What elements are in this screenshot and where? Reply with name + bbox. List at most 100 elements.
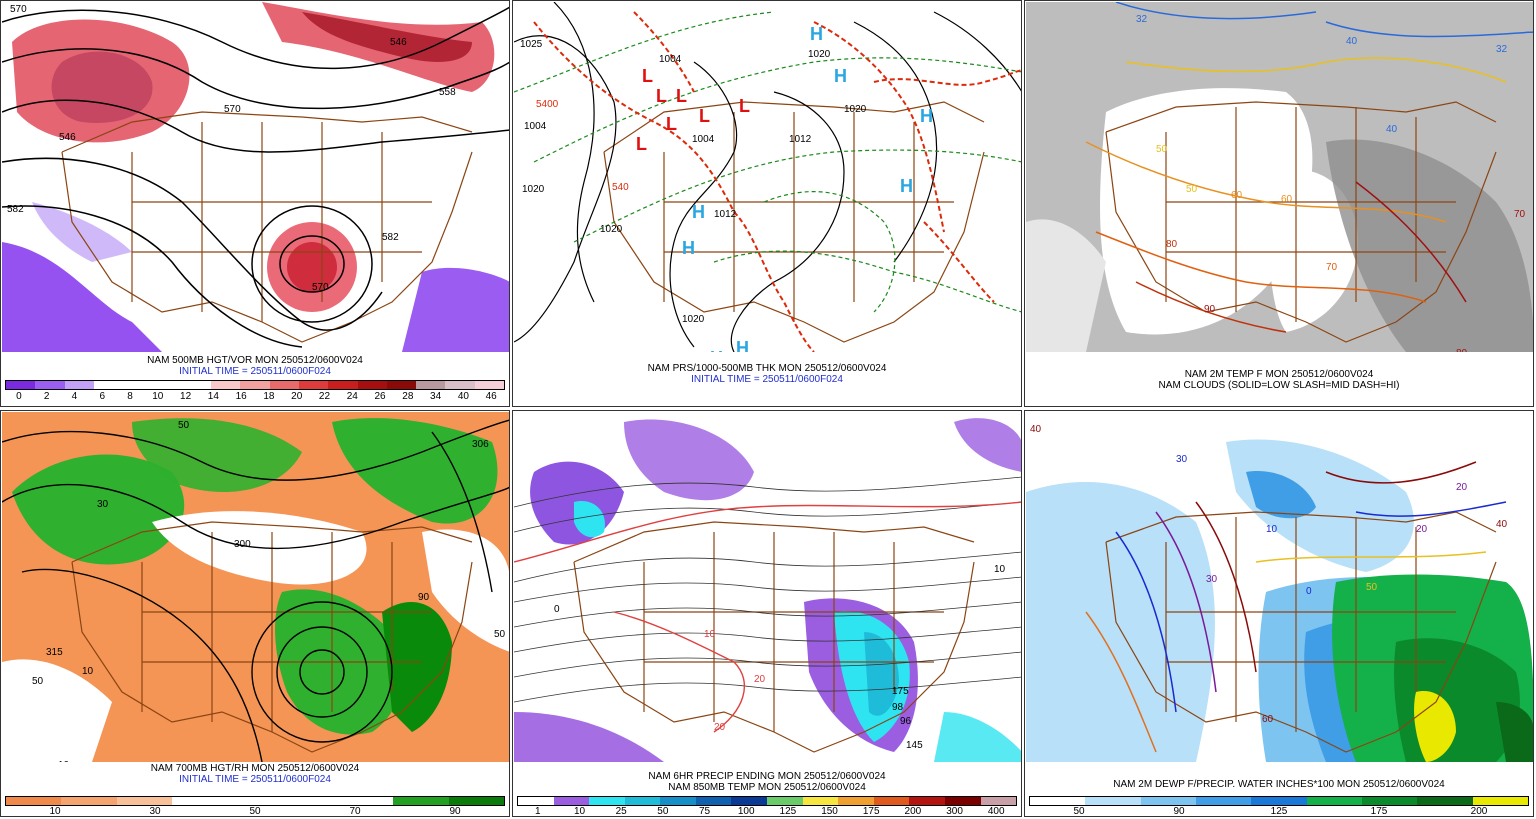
contour-label: 570	[312, 282, 329, 293]
colorbar-swatch	[1085, 797, 1141, 805]
contour-label: 570	[224, 104, 241, 115]
map-dewpoint-pwat: 40 40 30 20 10 0 50 30 60 20	[1026, 412, 1533, 762]
map-precip-850mb: 20 10 0 10 20 109 175 98 145 96	[514, 412, 1021, 762]
panel-6hr-precip-850mb-temp[interactable]: 20 10 0 10 20 109 175 98 145 96 NAM 6HR …	[512, 410, 1022, 817]
contour-label: 20	[714, 722, 726, 733]
colorbar-swatch	[211, 381, 241, 389]
colorbar-swatch	[1306, 797, 1362, 805]
colorbar-swatch	[448, 797, 504, 805]
contour-label: 546	[59, 132, 76, 143]
colorbar-swatch	[1472, 797, 1528, 805]
colorbar-swatch	[445, 381, 475, 389]
colorbar-swatch	[909, 797, 945, 805]
initial-time: INITIAL TIME = 250511/0600F024	[179, 366, 331, 377]
colorbar-swatch	[6, 381, 36, 389]
colorbar-swatch	[1417, 797, 1473, 805]
colorbar-tick-label: 300	[946, 806, 963, 817]
colorbar-swatch	[838, 797, 874, 805]
contour-label: 50	[494, 629, 506, 640]
contour-label: 32	[1496, 44, 1508, 55]
colorbar-tick-label: 40	[457, 391, 469, 402]
colorbar-swatch	[589, 797, 625, 805]
contour-label: 1025	[520, 39, 543, 50]
mslp-map-graphic: L L L L L L L H H H H H H H H	[514, 2, 1021, 352]
contour-label: 20	[1456, 482, 1468, 493]
colorbar-tick-label: 90	[1173, 806, 1185, 817]
colorbar-swatch	[731, 797, 768, 805]
contour-label: 80	[1456, 348, 1468, 352]
colorbar-tick-label: 400	[987, 806, 1005, 817]
low-pressure-marker: L	[666, 114, 677, 134]
high-pressure-marker: H	[682, 238, 695, 258]
contour-label: 1004	[659, 54, 682, 65]
colorbar-tick-label: 8	[127, 391, 133, 402]
colorbar-swatch	[386, 381, 417, 389]
colorbar	[5, 796, 505, 806]
colorbar-tick-label: 50	[657, 806, 669, 817]
contour-label: 60	[1262, 714, 1274, 725]
colorbar-swatch	[93, 381, 124, 389]
colorbar-tick-label: 16	[235, 391, 247, 402]
contour-label: 1020	[522, 184, 545, 195]
panel-2m-temp-clouds[interactable]: 32 40 50 60 70 80 90 40 32 70 80 50 60 N…	[1024, 0, 1534, 407]
colorbar-swatch	[171, 797, 228, 805]
panel-title: NAM 6HR PRECIP ENDING MON 250512/0600V02…	[648, 771, 886, 782]
panel-subtitle: NAM CLOUDS (SOLID=LOW SLASH=MID DASH=HI)	[1158, 380, 1400, 391]
colorbar-tick-label: 20	[291, 391, 303, 402]
contour-label: 20	[754, 674, 766, 685]
precip-label: 175	[892, 686, 909, 697]
colorbar-swatch	[116, 797, 172, 805]
contour-label: 90	[1204, 304, 1216, 315]
panel-title: NAM 700MB HGT/RH MON 250512/0600V024	[150, 763, 360, 774]
colorbar-tick-label: 26	[374, 391, 386, 402]
panel-700mb-height-rh[interactable]: 306 315 300 50 10 30 50 10 50 90 NAM 700…	[0, 410, 510, 817]
colorbar-swatch	[980, 797, 1017, 805]
colorbar-swatch	[1140, 797, 1196, 805]
panel-title: NAM PRS/1000-500MB THK MON 250512/0600V0…	[647, 363, 887, 374]
contour-label: 50	[1186, 184, 1198, 195]
contour-label: 306	[472, 439, 489, 450]
colorbar-swatch	[181, 381, 212, 389]
contour-label: 30	[1176, 454, 1188, 465]
map-500mb-vorticity: 570 546 558 546 582 582 570 570	[2, 2, 509, 352]
contour-label: 40	[1496, 519, 1508, 530]
contour-label: 90	[418, 592, 430, 603]
map-mslp-thickness: L L L L L L L H H H H H H H H	[514, 2, 1021, 352]
contour-label: 1020	[600, 224, 623, 235]
colorbar-swatch	[1030, 797, 1086, 805]
colorbar-tick-label: 12	[180, 391, 192, 402]
contour-label: 540	[612, 182, 629, 193]
panel-mslp-thickness[interactable]: L L L L L L L H H H H H H H H	[512, 0, 1022, 407]
contour-label: 40	[1386, 124, 1398, 135]
contour-label: 10	[994, 564, 1006, 575]
colorbar-tick-label: 34	[430, 391, 442, 402]
colorbar-swatch	[282, 797, 338, 805]
colorbar-tick-label: 22	[318, 391, 331, 402]
colorbar-swatch	[6, 797, 62, 805]
colorbar-tick-label: 25	[615, 806, 627, 817]
colorbar-tick-label: 24	[346, 391, 358, 402]
contour-label: 30	[1206, 574, 1218, 585]
contour-label: 1012	[714, 209, 737, 220]
colorbar-swatch	[873, 797, 910, 805]
contour-label: 10	[58, 760, 70, 762]
colorbar-swatch	[695, 797, 732, 805]
contour-label: 32	[1136, 14, 1148, 25]
contour-label: 1004	[692, 134, 715, 145]
colorbar-tick-label: 150	[821, 806, 838, 817]
initial-time: INITIAL TIME = 250511/0600F024	[691, 374, 843, 385]
colorbar-swatch	[518, 797, 554, 805]
contour-label: 0	[554, 604, 560, 615]
panel-500mb-height-vorticity[interactable]: 570 546 558 546 582 582 570 570 NAM 500M…	[0, 0, 510, 407]
panel-2m-dewpoint-precip-water[interactable]: 40 40 30 20 10 0 50 30 60 20 NAM 2M DEWP…	[1024, 410, 1534, 817]
contour-label: 70	[1514, 209, 1526, 220]
colorbar-swatch	[660, 797, 696, 805]
colorbar-tick-label: 10	[573, 806, 586, 817]
colorbar-swatch	[269, 381, 299, 389]
colorbar-swatch	[416, 381, 446, 389]
colorbar-tick-label: 50	[249, 806, 261, 817]
colorbar-tick-label: 175	[1370, 806, 1388, 817]
contour-label: 50	[32, 676, 44, 687]
precip-map-graphic: 20 10 0 10 20 109 175 98 145 96	[514, 412, 1021, 762]
